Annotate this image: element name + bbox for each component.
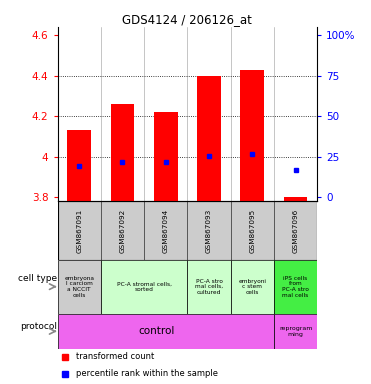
Bar	[284, 197, 308, 202]
Text: control: control	[139, 326, 175, 336]
Text: PC-A stromal cells,
sorted: PC-A stromal cells, sorted	[116, 281, 171, 292]
Title: GDS4124 / 206126_at: GDS4124 / 206126_at	[122, 13, 252, 26]
Text: GSM867093: GSM867093	[206, 209, 212, 253]
Text: reprogram
ming: reprogram ming	[279, 326, 312, 337]
Bar	[274, 314, 317, 349]
Bar	[154, 112, 178, 202]
Bar	[111, 104, 134, 202]
Bar	[187, 260, 231, 314]
Bar	[67, 131, 91, 202]
Text: iPS cells
from
PC-A stro
mal cells: iPS cells from PC-A stro mal cells	[282, 276, 309, 298]
Text: GSM867096: GSM867096	[293, 209, 299, 253]
Text: GSM867091: GSM867091	[76, 209, 82, 253]
Text: GSM867094: GSM867094	[163, 209, 169, 253]
Text: protocol: protocol	[20, 321, 57, 331]
Bar	[274, 260, 317, 314]
Text: embryona
l carciom
a NCCIT
cells: embryona l carciom a NCCIT cells	[64, 276, 94, 298]
Text: cell type: cell type	[17, 274, 57, 283]
Bar	[101, 260, 187, 314]
Bar	[197, 76, 221, 202]
Text: PC-A stro
mal cells,
cultured: PC-A stro mal cells, cultured	[195, 278, 223, 295]
Bar	[58, 260, 101, 314]
Text: transformed count: transformed count	[76, 352, 154, 361]
Text: GSM867095: GSM867095	[249, 209, 255, 253]
Text: GSM867092: GSM867092	[119, 209, 125, 253]
Bar	[231, 260, 274, 314]
Text: embryoni
c stem
cells: embryoni c stem cells	[238, 278, 266, 295]
Bar	[58, 314, 274, 349]
Bar	[240, 70, 264, 202]
Text: percentile rank within the sample: percentile rank within the sample	[76, 369, 218, 378]
